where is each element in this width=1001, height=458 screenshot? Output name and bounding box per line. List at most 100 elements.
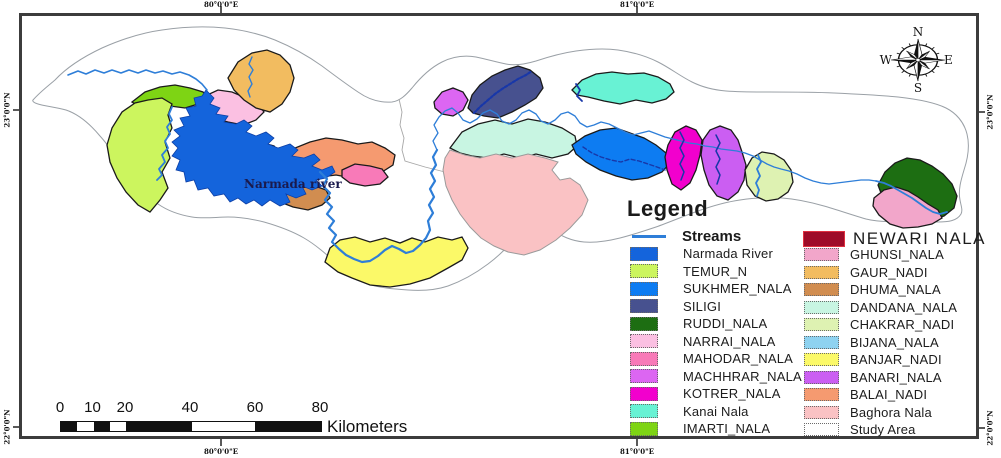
watershed-chakrar-nadi <box>744 151 794 202</box>
map-frame <box>19 13 979 439</box>
legend-swatch <box>804 300 839 314</box>
watershed-siligi <box>467 65 544 119</box>
legend-swatch <box>804 370 839 384</box>
legend-item-gaur-nadi: GAUR_NADI <box>804 264 957 282</box>
legend-column-right: GHUNSI_NALA GAUR_NADI DHUMA_NALA DANDANA_NA… <box>804 246 957 439</box>
legend-label: GHUNSI_NALA <box>850 247 944 263</box>
legend-label: TEMUR_N <box>683 263 748 279</box>
legend-label: Baghora Nala <box>850 404 932 420</box>
scalebar <box>60 421 322 432</box>
narmada-river-label: Narmada river <box>244 177 342 191</box>
legend-item-dandana-nala: DANDANA_NALA <box>804 299 957 317</box>
legend-item-narmada-river: Narmada River <box>630 245 802 263</box>
legend-label: MACHHRAR_NALA <box>683 368 802 384</box>
scalebar-unit-label: Kilometers <box>327 417 408 436</box>
waterbody-narmada-river <box>171 89 336 207</box>
legend-swatch <box>630 386 658 401</box>
coord-top-81e: 81°0'0"E <box>619 0 655 9</box>
stream-main-south-loop <box>318 148 439 264</box>
stream-chakrar <box>755 154 762 197</box>
stream-kanai <box>575 83 583 102</box>
legend-label: Streams <box>682 228 742 245</box>
legend-label: KOTRER_NALA <box>683 386 781 402</box>
legend-item-ghunsi-nala: GHUNSI_NALA <box>804 246 957 264</box>
legend-label: CHAKRAR_NADI <box>850 317 955 333</box>
legend-item-banjar-nadi: BANJAR_NADI <box>804 351 957 369</box>
watershed-banari-nala <box>700 125 747 201</box>
legend-swatch <box>630 299 658 314</box>
legend-item-banari-nala: BANARI_NALA <box>804 369 957 387</box>
stream-ruddi <box>875 180 948 215</box>
legend-item-bijana-nala: BIJANA_NALA <box>804 334 957 352</box>
legend-label: IMARTI_NALA <box>683 421 771 437</box>
legend-item-chakrar-nadi: CHAKRAR_NADI <box>804 316 957 334</box>
legend-item-temur-n: TEMUR_N <box>630 263 802 281</box>
legend-swatch <box>630 264 658 279</box>
legend-item-imarti-nala: IMARTI_NALA <box>630 420 802 438</box>
watershed-banjar-nadi <box>324 236 469 288</box>
scalebar-tick-0: 0 <box>55 399 65 416</box>
legend-label: Kanai Nala <box>683 403 749 419</box>
coord-left-23n: 23°0'0"N <box>2 92 12 128</box>
legend-item-sukhmer-nala: SUKHMER_NALA <box>630 280 802 298</box>
scalebar-tick-40: 40 <box>181 399 199 416</box>
legend-item-kanai-nala: Kanai Nala <box>630 403 802 421</box>
legend-title: Legend <box>627 196 709 221</box>
coord-bottom-81e: 81°0'0"E <box>619 447 655 456</box>
watershed-machhrar-nala <box>433 87 469 117</box>
legend-item-dhuma-nala: DHUMA_NALA <box>804 281 957 299</box>
legend-swatch <box>804 353 839 367</box>
coord-right-22n: 22°0'0"N <box>985 410 995 446</box>
watershed-ghunsi-nala <box>872 186 943 229</box>
legend-swatch <box>804 335 839 349</box>
legend-label: Study Area <box>850 422 916 438</box>
compass-s-label: S <box>914 81 922 95</box>
legend-swatch <box>630 281 658 296</box>
legend-item-newari-nala: NEWARI NALA <box>803 229 986 249</box>
legend-label: RUDDI_NALA <box>683 316 768 332</box>
legend-item-study-area: Study Area <box>804 421 957 439</box>
stream-siligi-dotted <box>472 69 534 115</box>
legend-item-streams: Streams <box>632 228 741 245</box>
coord-top-80e: 80°0'0"E <box>203 0 239 9</box>
legend-swatch <box>804 388 839 402</box>
legend-swatch <box>804 405 839 419</box>
stream-banari <box>715 134 721 185</box>
legend-label: GAUR_NADI <box>850 264 928 280</box>
stream-temur <box>156 106 173 181</box>
legend-item-ruddi-nala: RUDDI_NALA <box>630 315 802 333</box>
legend-swatch <box>630 369 658 384</box>
legend-column-left: Narmada River TEMUR_N SUKHMER_NALA SILIGI RU… <box>630 245 802 438</box>
watershed-mahodar-nala <box>341 163 389 187</box>
scalebar-segment <box>93 422 110 431</box>
legend-swatch <box>804 283 839 297</box>
legend-label: SILIGI <box>683 298 722 314</box>
watershed-temur-n <box>106 97 173 213</box>
compass-n-label: N <box>913 25 924 39</box>
legend-swatch <box>803 231 845 247</box>
scalebar-segment <box>126 422 191 431</box>
legend-swatch <box>804 248 839 262</box>
scalebar-segment <box>77 422 94 431</box>
coord-bottom-80e: 80°0'0"E <box>203 447 239 456</box>
compass-w-label: W <box>880 53 893 67</box>
legend-label: BALAI_NADI <box>850 387 928 403</box>
legend-item-machhrar-nala: MACHHRAR_NALA <box>630 368 802 386</box>
legend-swatch <box>804 423 839 437</box>
legend-label: DHUMA_NALA <box>850 282 941 298</box>
scalebar-tick-20: 20 <box>116 399 134 416</box>
north-arrow-compass: N S W E <box>880 25 953 95</box>
legend-label: SUKHMER_NALA <box>683 281 792 297</box>
coord-right-23n: 23°0'0"N <box>985 94 995 130</box>
scalebar-tick-10: 10 <box>84 399 101 416</box>
watershed-gaur-nadi <box>227 49 295 113</box>
stream-sukhmer-dashed <box>582 146 666 171</box>
stream-main-channel <box>432 107 877 185</box>
legend-label: NEWARI NALA <box>853 229 987 248</box>
legend-label: MAHODAR_NALA <box>683 351 794 367</box>
legend-swatch <box>630 351 658 366</box>
legend-swatch <box>630 421 658 436</box>
legend-item-kotrer-nala: KOTRER_NALA <box>630 385 802 403</box>
stream-line-symbol <box>632 235 666 238</box>
